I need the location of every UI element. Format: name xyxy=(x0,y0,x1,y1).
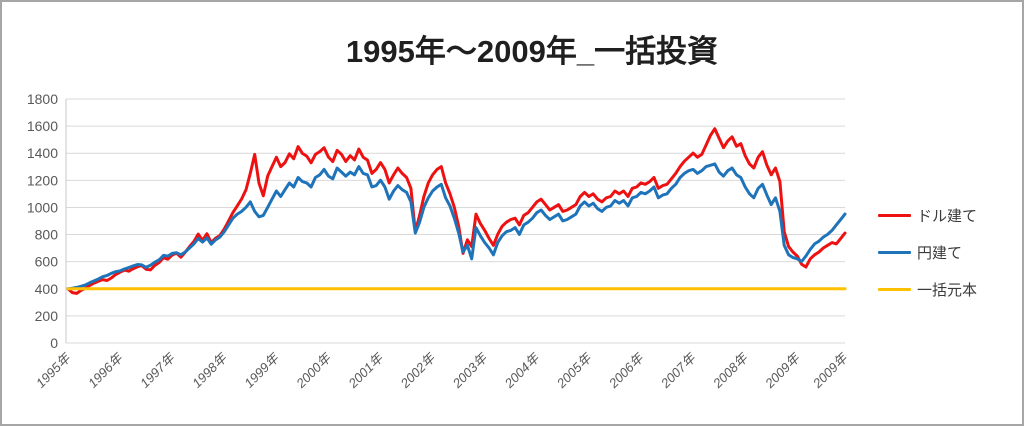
x-axis-tick-label: 2003年 xyxy=(449,349,491,391)
legend-swatch-principal-line xyxy=(878,287,911,291)
legend-item-dollar: ドル建て xyxy=(878,205,977,225)
x-axis-tick-label: 2000年 xyxy=(293,349,335,391)
x-axis-tick-label: 2002年 xyxy=(397,349,439,391)
x-axis-tick-label: 2004年 xyxy=(501,349,543,391)
y-axis-tick-label: 1000 xyxy=(27,199,58,215)
legend-item-principal: 一括元本 xyxy=(878,279,977,299)
x-axis-tick-label: 1997年 xyxy=(137,349,179,391)
x-axis-tick-label: 1999年 xyxy=(241,349,283,391)
y-axis-tick-label: 200 xyxy=(35,308,59,324)
y-axis-tick-label: 400 xyxy=(35,281,59,297)
x-axis-tick-label: 2009年 xyxy=(761,349,803,391)
y-axis-tick-label: 1200 xyxy=(27,172,58,188)
legend-swatch-dollar-line xyxy=(878,213,911,217)
legend-label-yen: 円建て xyxy=(917,244,963,262)
series-line-0 xyxy=(66,127,847,295)
legend-item-yen: 円建て xyxy=(878,242,977,262)
y-axis-tick-label: 1800 xyxy=(27,91,58,107)
legend-swatch-yen-line xyxy=(878,250,911,254)
y-axis-tick-label: 0 xyxy=(50,335,58,351)
x-axis-tick-label: 2005年 xyxy=(553,349,595,391)
x-axis-tick-label: 1995年 xyxy=(33,349,75,391)
x-axis-tick-label: 2007年 xyxy=(657,349,699,391)
series-line-1 xyxy=(66,162,847,291)
legend-label-principal: 一括元本 xyxy=(917,281,978,299)
y-axis-tick-label: 1600 xyxy=(27,118,58,134)
y-axis-tick-label: 1400 xyxy=(27,145,58,161)
x-axis-tick-label: 2008年 xyxy=(709,349,751,391)
x-axis-tick-label: 2001年 xyxy=(345,349,387,391)
y-axis-tick-label: 800 xyxy=(35,227,59,243)
x-axis-tick-label: 1996年 xyxy=(85,349,127,391)
x-axis-tick-label: 2006年 xyxy=(605,349,647,391)
legend: ドル建て 円建て 一括元本 xyxy=(878,205,977,299)
chart-title: 1995年〜2009年_一括投資 xyxy=(345,34,719,69)
x-axis-tick-label: 1998年 xyxy=(189,349,231,391)
y-axis-tick-label: 600 xyxy=(35,254,59,270)
legend-label-dollar: ドル建て xyxy=(917,207,978,225)
x-axis-tick-label: 2009年 xyxy=(809,349,851,391)
